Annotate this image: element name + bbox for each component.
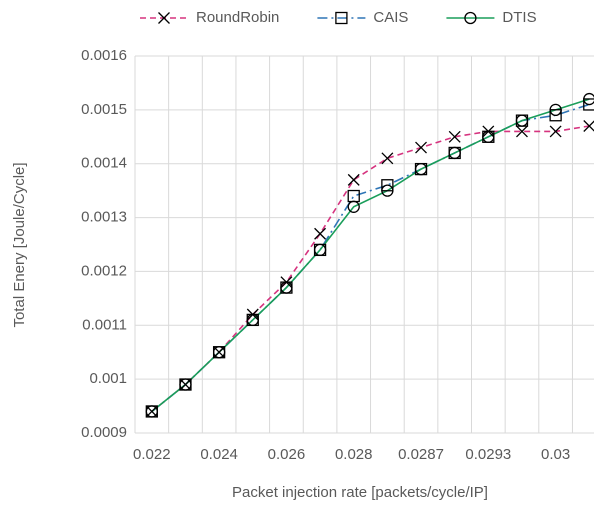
x-tick-label: 0.03 <box>541 446 570 463</box>
marker <box>246 313 259 327</box>
marker <box>448 130 461 143</box>
marker <box>414 162 428 176</box>
legend-marker <box>158 12 170 24</box>
legend-label: RoundRobin <box>196 9 279 26</box>
marker <box>313 243 327 257</box>
legend-marker <box>335 11 348 25</box>
x-tick-label: 0.0293 <box>465 446 511 463</box>
marker <box>549 109 562 122</box>
x-tick-label: 0.024 <box>200 446 238 463</box>
marker <box>347 200 360 213</box>
x-tick-label: 0.0287 <box>398 446 444 463</box>
marker <box>347 173 360 186</box>
y-tick-label: 0.0009 <box>81 424 127 441</box>
marker <box>549 103 562 117</box>
legend-label: DTIS <box>502 9 536 26</box>
y-axis-title: Total Enery [Joule/Cycle] <box>11 162 28 327</box>
marker <box>515 114 529 127</box>
legend-label: CAIS <box>373 9 408 26</box>
x-tick-label: 0.028 <box>335 446 373 463</box>
marker <box>179 378 192 391</box>
legend-entry: RoundRobin <box>140 9 279 26</box>
marker <box>583 120 594 132</box>
marker <box>549 125 562 138</box>
marker <box>583 92 594 106</box>
legend-entry: DTIS <box>446 9 537 26</box>
marker <box>145 405 158 418</box>
x-tick-label: 0.022 <box>133 446 171 463</box>
marker <box>415 141 427 154</box>
marker <box>280 281 293 294</box>
series-line <box>151 125 590 413</box>
y-tick-label: 0.0016 <box>81 47 127 64</box>
marker <box>516 125 528 138</box>
marker <box>381 152 394 165</box>
y-tick-label: 0.0013 <box>81 209 127 226</box>
marker <box>583 98 594 111</box>
marker <box>448 146 461 160</box>
y-tick-label: 0.0011 <box>82 316 127 333</box>
y-tick-label: 0.0014 <box>81 155 127 172</box>
y-tick-label: 0.0015 <box>81 101 127 118</box>
x-tick-label: 0.026 <box>268 446 306 463</box>
marker <box>381 179 394 192</box>
x-axis-title: Packet injection rate [packets/cycle/IP] <box>232 484 488 501</box>
marker <box>381 184 394 197</box>
marker <box>212 346 226 359</box>
y-tick-label: 0.001 <box>89 370 127 387</box>
y-tick-label: 0.0012 <box>81 262 127 279</box>
legend-entry: CAIS <box>317 9 408 26</box>
marker <box>314 227 327 240</box>
legend-marker <box>464 11 477 25</box>
marker <box>482 130 495 143</box>
marker <box>347 189 360 203</box>
